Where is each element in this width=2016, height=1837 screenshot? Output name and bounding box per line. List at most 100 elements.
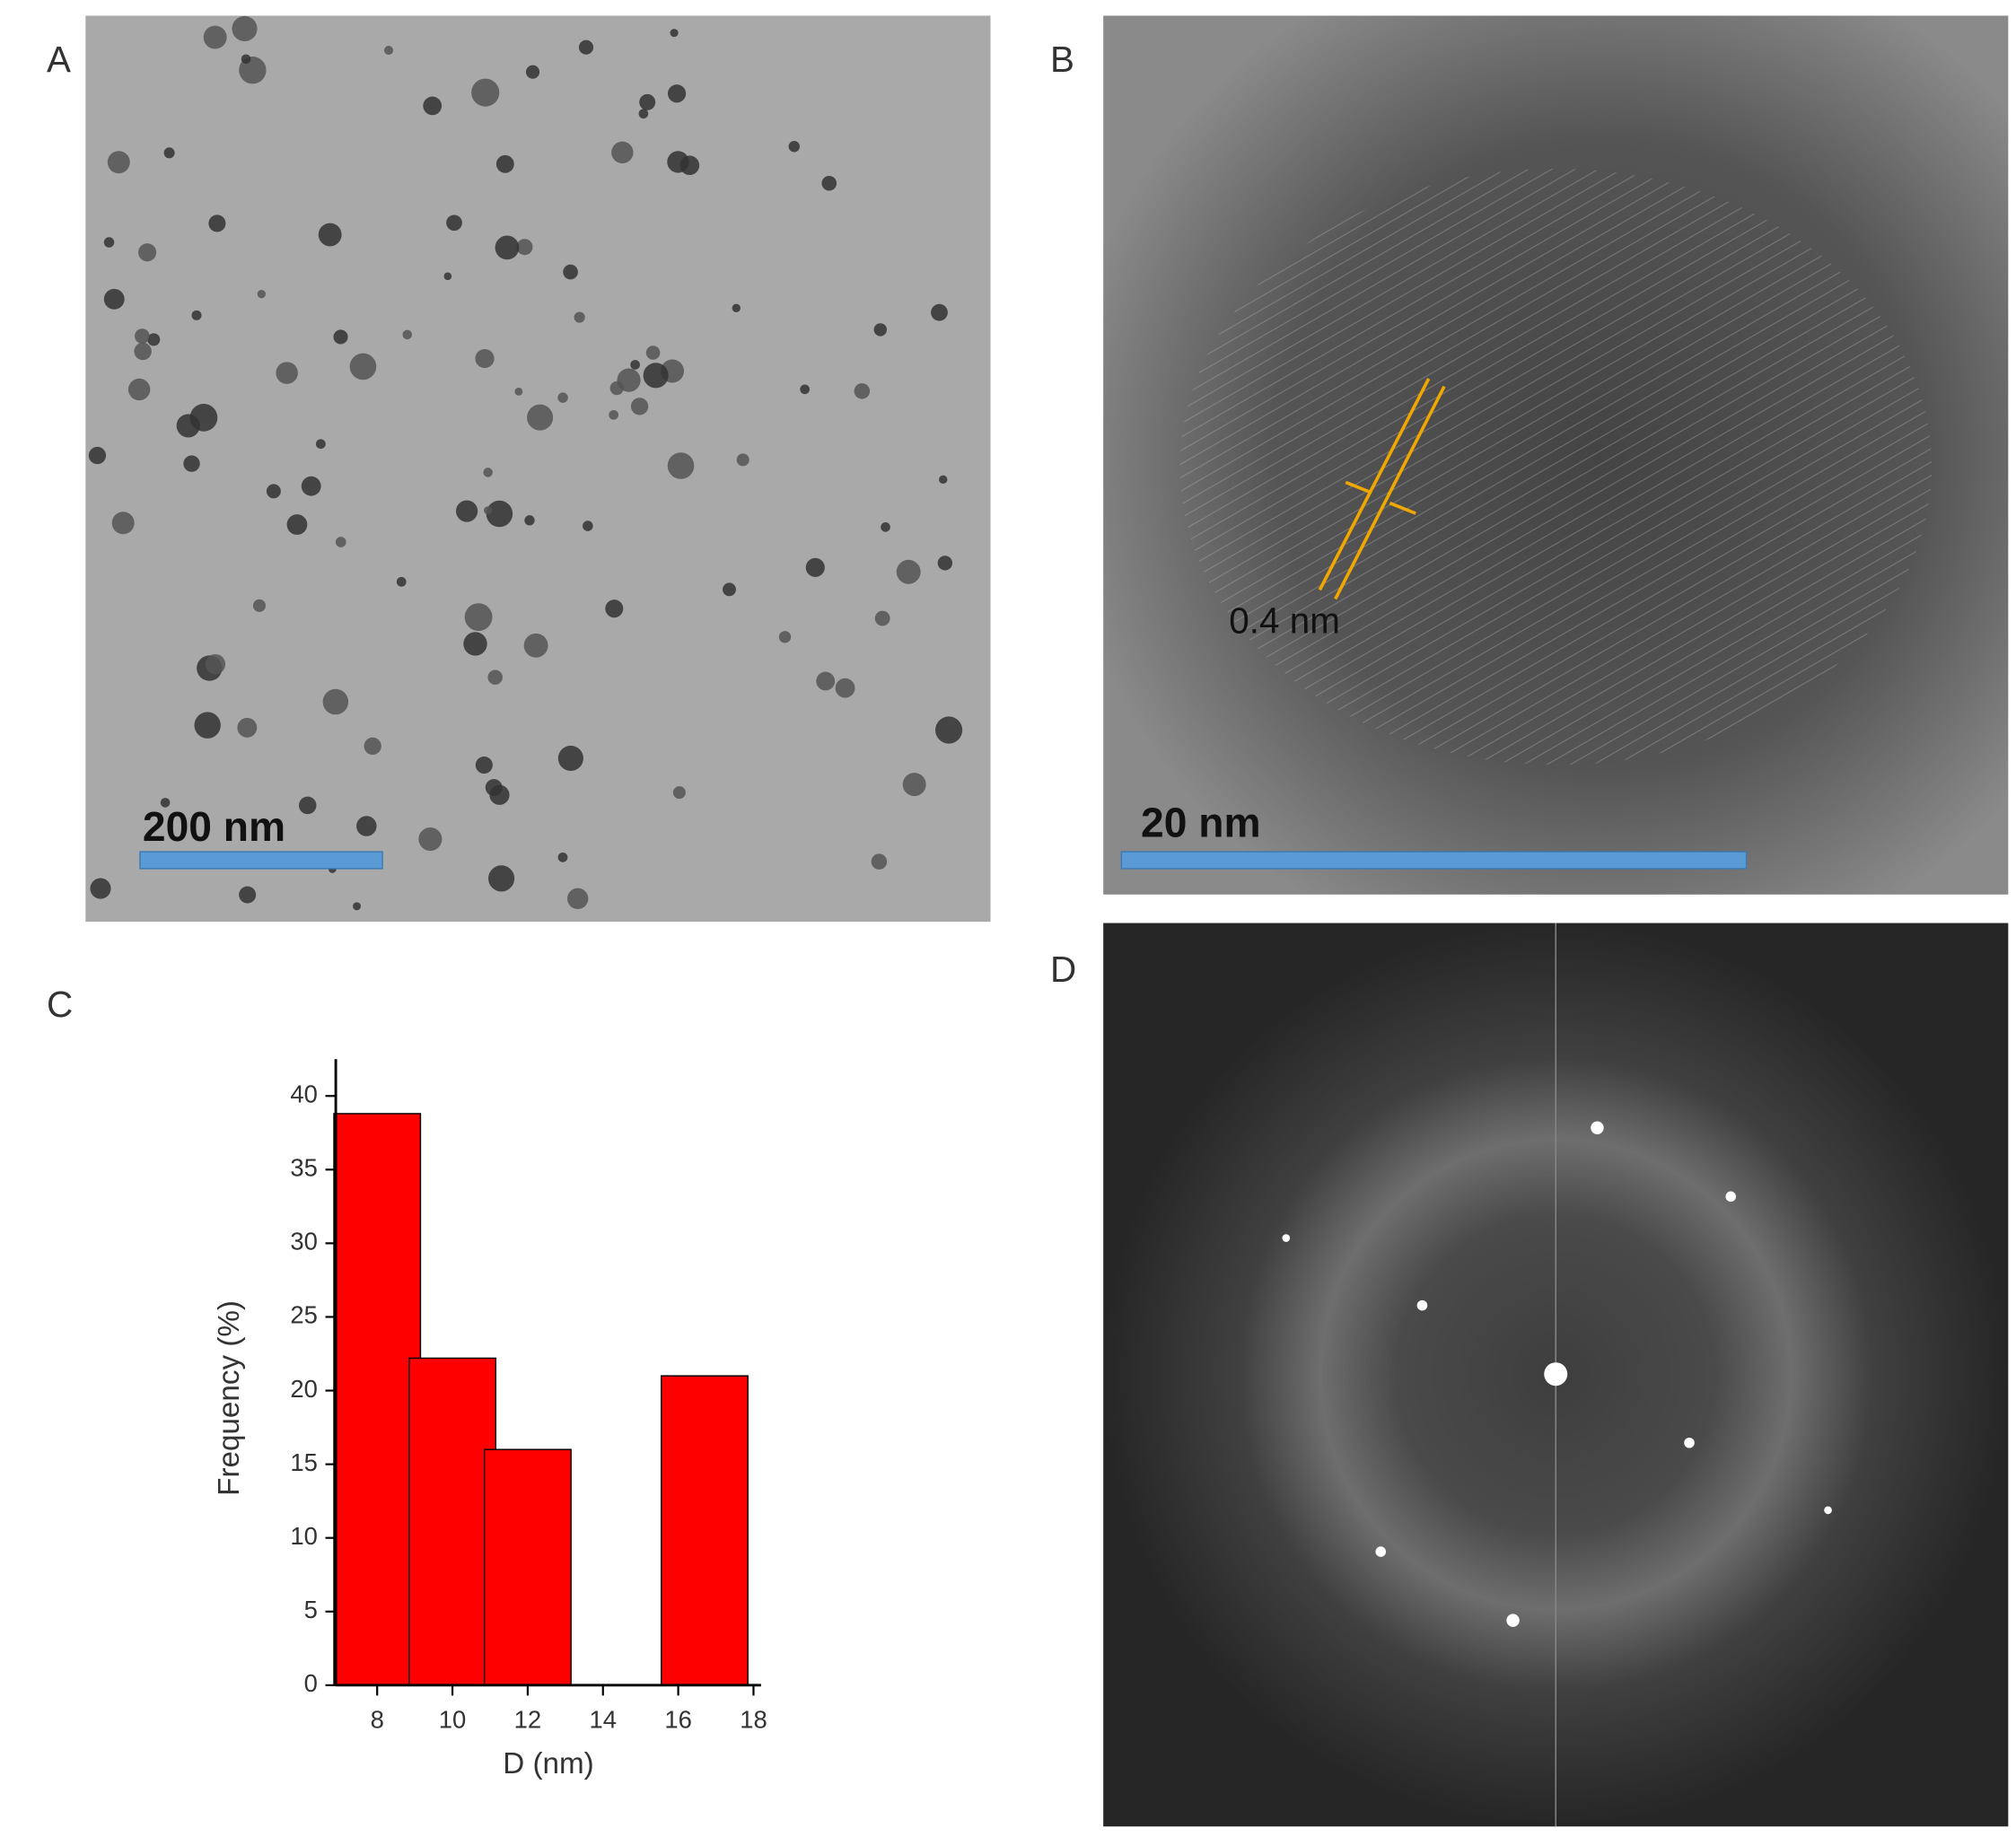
particle <box>475 348 495 369</box>
scale-bar <box>139 851 383 870</box>
particle <box>514 387 523 396</box>
particle <box>301 476 321 496</box>
spacing-label: 0.4 nm <box>1229 600 1340 642</box>
panel-label: B <box>1050 39 1074 80</box>
particle <box>147 333 161 346</box>
particle <box>183 455 200 472</box>
particle <box>353 902 362 911</box>
particle <box>937 555 953 571</box>
scale-label: 200 nm <box>143 803 285 850</box>
particle <box>471 78 500 107</box>
particle <box>557 745 583 772</box>
particle <box>315 439 326 450</box>
particle <box>874 610 890 626</box>
particle <box>567 888 589 910</box>
particle <box>90 878 111 899</box>
particle <box>788 141 801 153</box>
bar <box>333 1113 422 1686</box>
fft-spot <box>1282 1234 1291 1242</box>
y-tick-label: 40 <box>290 1080 318 1108</box>
particle <box>732 303 741 312</box>
particle <box>488 865 515 892</box>
particle <box>423 96 443 116</box>
particle <box>176 414 200 438</box>
particle <box>821 175 837 191</box>
particle <box>525 65 540 79</box>
histogram: 0 5 10 15 20 25 30 35 40 8 10 12 14 16 18 D (nm) Frequen… <box>213 1059 767 1780</box>
particle <box>495 235 520 260</box>
particle <box>203 25 227 49</box>
particle <box>364 737 381 756</box>
particle <box>816 671 836 691</box>
fft-spots <box>1282 1121 1832 1627</box>
particle <box>639 93 656 110</box>
particle <box>723 582 736 597</box>
y-tick-label: 15 <box>290 1448 318 1476</box>
particle <box>487 669 503 685</box>
particle <box>578 39 594 55</box>
particle <box>88 446 107 465</box>
particle <box>938 475 948 485</box>
particle <box>298 796 317 815</box>
fft-spot <box>1506 1614 1520 1627</box>
particle <box>107 151 130 174</box>
y-tick-label: 35 <box>290 1154 318 1182</box>
particle <box>322 688 349 715</box>
particle <box>605 599 624 618</box>
particle <box>736 453 749 467</box>
particle <box>873 323 887 337</box>
particle <box>463 632 487 656</box>
particle <box>194 712 221 739</box>
particle <box>871 853 888 870</box>
particle <box>495 154 514 173</box>
particle <box>486 500 513 528</box>
scale-label: 20 nm <box>1141 799 1261 845</box>
bar <box>483 1448 572 1686</box>
particle <box>464 603 493 632</box>
particle <box>896 559 921 584</box>
x-tick-label: 10 <box>439 1706 467 1734</box>
particle <box>103 237 115 248</box>
particle <box>557 392 568 403</box>
particle <box>670 29 679 38</box>
particle <box>854 383 871 399</box>
particle <box>318 223 342 247</box>
particle <box>135 328 150 344</box>
particle <box>667 84 687 103</box>
y-tick-label: 5 <box>304 1596 318 1623</box>
fft-spot <box>1684 1437 1695 1448</box>
particle <box>208 214 226 232</box>
particle <box>617 368 641 392</box>
particle <box>643 363 669 389</box>
fft-spot <box>1544 1362 1568 1386</box>
particle <box>383 46 394 56</box>
particle <box>103 288 125 310</box>
y-axis-label: Frequency (%) <box>213 1300 246 1496</box>
particle <box>402 329 413 340</box>
particle <box>557 852 568 862</box>
particle <box>455 500 478 522</box>
particle <box>611 141 634 164</box>
particle <box>356 816 377 836</box>
tem-image <box>85 15 991 923</box>
x-tick-label: 18 <box>740 1706 767 1734</box>
particle <box>524 515 535 526</box>
particle <box>276 362 298 384</box>
x-axis-label: D (nm) <box>503 1747 594 1780</box>
particle <box>630 360 640 370</box>
particle <box>563 264 578 280</box>
particle <box>335 537 346 547</box>
fft-spot <box>1416 1299 1428 1311</box>
panel-label: A <box>47 39 71 80</box>
particle <box>160 798 171 808</box>
particle <box>138 243 157 262</box>
particle <box>446 214 462 232</box>
particle <box>191 310 202 320</box>
particle <box>418 827 443 852</box>
particle <box>237 717 258 738</box>
particle <box>835 678 855 698</box>
fft-spot <box>1375 1546 1387 1557</box>
particle <box>667 452 695 479</box>
x-tick-label: 16 <box>664 1706 692 1734</box>
